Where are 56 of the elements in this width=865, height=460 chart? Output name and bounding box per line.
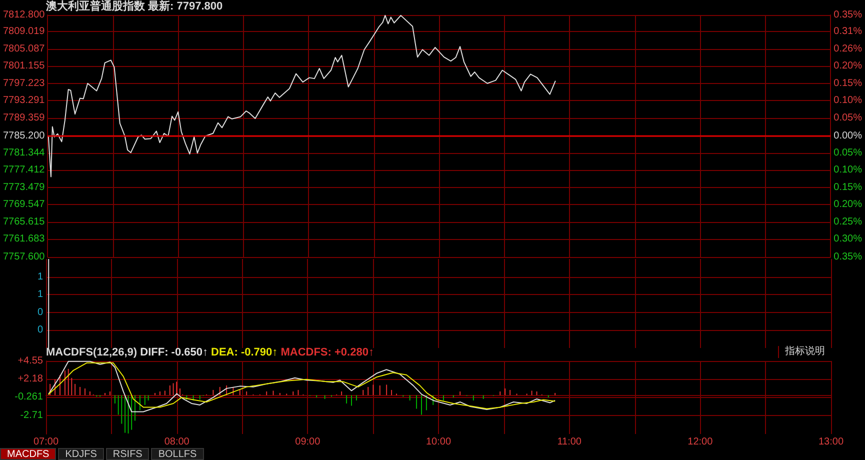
chart-title: MACDFS(12,26,9) <box>46 346 138 358</box>
x-tick-label: 07:00 <box>33 436 59 448</box>
y-tick-label: 7809.019 <box>2 26 46 38</box>
y-tick-label: 7785.200 <box>2 130 46 142</box>
y-tick-label: -2.71 <box>20 410 44 422</box>
y2-tick-label: 0.20% <box>834 199 862 210</box>
y-tick-label: +4.55 <box>18 356 44 366</box>
y-tick-label: +2.18 <box>18 373 44 384</box>
y2-tick-label: 0.05% <box>834 112 862 124</box>
x-tick-label: 09:00 <box>295 436 321 448</box>
button: 指标说明 <box>778 346 831 358</box>
y-tick-label: 7793.291 <box>2 95 46 106</box>
y-tick-label: 7757.600 <box>2 252 46 262</box>
chart-title: 澳大利亚普通股指数 最新: 7797.800 <box>45 0 223 12</box>
y2-tick-label: 0.10% <box>834 95 862 106</box>
y2-tick-label: 0.20% <box>834 60 862 72</box>
y2-tick-label: 0.25% <box>834 216 862 228</box>
y2-tick-label: 0.05% <box>834 147 862 158</box>
y2-tick-label: 0.00% <box>834 130 862 142</box>
y-tick-label: 7789.359 <box>2 112 46 124</box>
text: MACDFS <box>0 448 56 460</box>
y-tick-label: 7773.479 <box>2 182 46 193</box>
text: KDJFS <box>58 448 104 460</box>
y-tick-label: 7812.800 <box>2 10 46 20</box>
text: BOLLFS <box>151 448 204 460</box>
line-series <box>48 14 556 178</box>
y2-tick-label: 0.15% <box>834 182 862 193</box>
y-tick-label: 7801.155 <box>2 60 46 72</box>
x-tick-label: 12:00 <box>688 436 714 448</box>
y-tick-label: 7765.615 <box>2 216 46 228</box>
y-tick-label: 7805.087 <box>2 43 46 54</box>
y2-tick-label: 0.26% <box>834 43 862 54</box>
text: RSIFS <box>106 448 150 460</box>
y2-tick-label: 0.35% <box>834 252 862 262</box>
y2-tick-label: 0.30% <box>834 234 862 245</box>
y-tick-label: 0 <box>37 324 44 336</box>
y-tick-label: 7777.412 <box>2 164 46 176</box>
y-tick-label: 7797.223 <box>2 78 46 89</box>
y2-tick-label: 0.15% <box>834 78 862 89</box>
x-tick-label: 08:00 <box>164 436 190 448</box>
y-tick-label: 1 <box>37 289 44 300</box>
x-tick-label: 11:00 <box>557 436 582 448</box>
y-tick-label: 7761.683 <box>2 234 46 245</box>
x-tick-label: 13:00 <box>818 436 844 448</box>
x-tick-label: 10:00 <box>426 436 452 448</box>
y-tick-label: -0.261 <box>14 392 44 403</box>
y-tick-label: 0 <box>37 306 44 318</box>
text: MACDFS: +0.280↑ <box>280 346 374 358</box>
y2-tick-label: 0.35% <box>834 10 862 20</box>
y-tick-label: 7781.344 <box>2 147 46 158</box>
y2-tick-label: 0.10% <box>834 164 862 176</box>
y-tick-label: 1 <box>37 271 44 282</box>
y2-tick-label: 0.31% <box>834 26 862 38</box>
text: DEA: -0.790↑ <box>211 346 278 358</box>
text: DIFF: -0.650↑ <box>140 346 208 358</box>
y-tick-label: 7769.547 <box>2 199 46 210</box>
